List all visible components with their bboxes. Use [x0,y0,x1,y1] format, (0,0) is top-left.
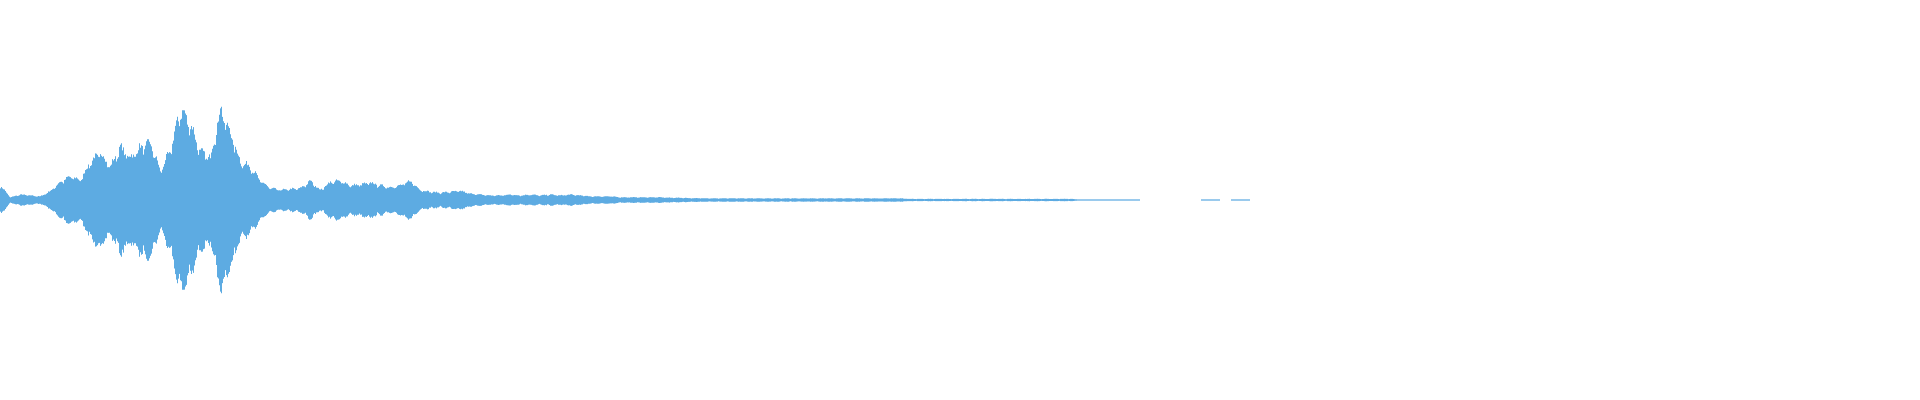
waveform-path [0,106,1250,294]
